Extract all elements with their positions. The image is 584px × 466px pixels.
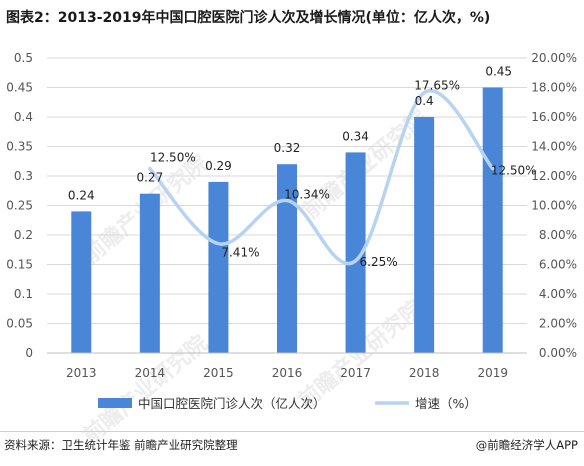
right-tick-label: 6.00% [539, 258, 577, 272]
bar-value-label: 0.27 [136, 171, 163, 185]
bar-value-label: 0.24 [68, 188, 95, 202]
right-tick-label: 8.00% [539, 228, 577, 242]
left-tick-label: 0.2 [14, 228, 33, 242]
right-tick-label: 14.00% [531, 140, 577, 154]
right-y-axis: 0.00% 2.00% 4.00% 6.00% 8.00% 10.00% 12.00% 14.… [531, 51, 577, 360]
x-tick-label: 2019 [477, 366, 508, 380]
x-tick-label: 2018 [409, 366, 440, 380]
left-y-axis: 0 0.05 0.1 0.15 0.2 0.25 0.3 0.35 0.4 0.45 0.5 [6, 51, 33, 360]
left-tick-label: 0.35 [6, 140, 33, 154]
left-tick-label: 0.45 [6, 81, 33, 95]
growth-value-label: 12.50% [491, 164, 537, 178]
legend-bar-swatch [98, 398, 132, 408]
legend: 中国口腔医院门诊人次（亿人次） 增速（%） [98, 396, 477, 411]
source-note: 资料来源：卫生统计年鉴 前瞻产业研究院整理 [4, 438, 238, 452]
legend-bar-label: 中国口腔医院门诊人次（亿人次） [138, 396, 326, 411]
bar-series [71, 87, 503, 353]
x-tick-label: 2014 [135, 366, 166, 380]
bar-value-label: 0.29 [205, 159, 232, 173]
footer-divider [0, 431, 584, 432]
chart-title: 图表2：2013-2019年中国口腔医院门诊人次及增长情况(单位：亿人次，%) [6, 10, 491, 26]
right-tick-label: 18.00% [531, 81, 577, 95]
x-tick-label: 2013 [66, 366, 97, 380]
bar [71, 211, 92, 353]
bar-value-label: 0.32 [274, 141, 301, 155]
x-axis: 2013 2014 2015 2016 2017 2018 2019 [47, 352, 527, 380]
right-tick-label: 0.00% [539, 346, 577, 360]
right-tick-label: 16.00% [531, 110, 577, 124]
growth-value-label: 7.41% [221, 246, 259, 260]
left-tick-label: 0.15 [6, 258, 33, 272]
right-tick-label: 2.00% [539, 317, 577, 331]
growth-line [148, 88, 495, 266]
line-series [148, 88, 495, 266]
right-tick-label: 20.00% [531, 51, 577, 65]
right-tick-label: 4.00% [539, 287, 577, 301]
left-tick-label: 0.05 [6, 317, 33, 331]
growth-value-label: 12.50% [150, 151, 196, 165]
bar-value-label: 0.4 [415, 94, 434, 108]
bar [345, 152, 366, 353]
x-tick-label: 2016 [272, 366, 303, 380]
bar [414, 117, 435, 353]
data-labels: 0.24 0.27 0.29 0.32 0.34 0.4 0.45 12.50% 7.41% 10… [68, 65, 537, 269]
left-tick-label: 0.25 [6, 199, 33, 213]
bar-value-label: 0.34 [342, 129, 369, 143]
bar [208, 181, 229, 353]
legend-line-label: 增速（%） [415, 396, 477, 411]
left-tick-label: 0.5 [14, 51, 33, 65]
bar-value-label: 0.45 [485, 65, 512, 79]
bar [277, 164, 297, 353]
x-tick-label: 2017 [340, 366, 371, 380]
right-tick-label: 10.00% [531, 199, 577, 213]
left-tick-label: 0.3 [14, 169, 33, 183]
growth-value-label: 10.34% [284, 187, 330, 201]
growth-value-label: 17.65% [414, 79, 460, 93]
left-tick-label: 0 [25, 346, 33, 360]
left-tick-label: 0.4 [14, 110, 33, 124]
growth-value-label: 6.25% [360, 255, 398, 269]
left-tick-label: 0.1 [14, 287, 33, 301]
bar [139, 193, 160, 353]
bar [482, 87, 503, 353]
right-tick-label: 12.00% [531, 169, 577, 183]
x-tick-label: 2015 [203, 366, 234, 380]
credit-note: @前瞻经济学人APP [475, 438, 578, 452]
